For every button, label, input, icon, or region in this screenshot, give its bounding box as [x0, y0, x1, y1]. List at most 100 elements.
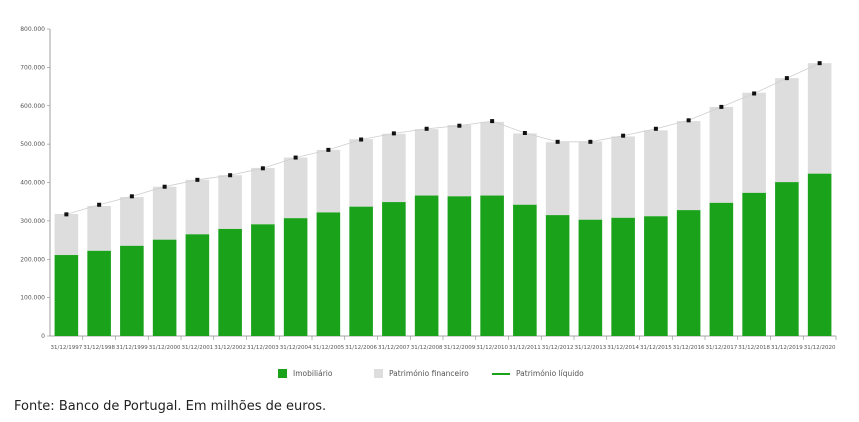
bar-patrimonio-financeiro — [185, 179, 210, 235]
x-tick-label: 31/12/2000 — [149, 345, 181, 351]
point-patrimonio-liquido — [129, 194, 134, 199]
x-tick-label: 31/12/2018 — [738, 345, 770, 351]
x-tick-label: 31/12/1998 — [83, 345, 115, 351]
bar-imobiliario — [87, 250, 111, 336]
point-patrimonio-liquido — [391, 131, 396, 136]
bar-patrimonio-financeiro — [283, 157, 308, 219]
x-tick-label: 31/12/2011 — [509, 345, 541, 351]
bar-patrimonio-financeiro — [644, 130, 668, 217]
point-patrimonio-liquido — [457, 123, 462, 128]
bar-imobiliario — [513, 204, 537, 336]
point-patrimonio-liquido — [817, 61, 822, 66]
point-patrimonio-liquido — [784, 76, 789, 81]
point-patrimonio-liquido — [293, 155, 298, 160]
x-tick-label: 31/12/2002 — [214, 345, 246, 351]
y-tick-label: 600.000 — [20, 103, 45, 110]
bar-patrimonio-financeiro — [349, 139, 373, 207]
bar-patrimonio-financeiro — [480, 121, 504, 196]
x-tick-label: 31/12/2005 — [313, 345, 345, 351]
x-tick-label: 31/12/2016 — [673, 345, 705, 351]
x-tick-label: 31/12/2013 — [575, 345, 607, 351]
bar-imobiliario — [480, 195, 504, 336]
bar-imobiliario — [545, 215, 570, 336]
point-patrimonio-liquido — [653, 126, 658, 131]
legend-item-liquido: Património líquido — [492, 369, 584, 378]
bar-patrimonio-financeiro — [807, 63, 832, 174]
point-patrimonio-liquido — [686, 118, 691, 123]
bar-patrimonio-financeiro — [513, 133, 537, 205]
point-patrimonio-liquido — [621, 133, 626, 138]
point-patrimonio-liquido — [424, 126, 429, 131]
bar-imobiliario — [218, 228, 242, 336]
bar-patrimonio-financeiro — [545, 142, 570, 216]
point-patrimonio-liquido — [522, 130, 527, 135]
y-tick-label: 500.000 — [20, 141, 45, 148]
bar-patrimonio-financeiro — [316, 149, 341, 213]
point-patrimonio-liquido — [588, 139, 593, 144]
x-tick-label: 31/12/2001 — [182, 345, 214, 351]
bar-patrimonio-financeiro — [54, 213, 79, 256]
point-patrimonio-liquido — [719, 104, 724, 109]
legend-item-financeiro: Património financeiro — [374, 369, 469, 378]
x-tick-label: 31/12/2004 — [280, 345, 312, 351]
point-patrimonio-liquido — [228, 173, 233, 178]
bar-patrimonio-financeiro — [578, 141, 603, 220]
bar-imobiliario — [283, 218, 308, 336]
x-tick-label: 31/12/2009 — [444, 345, 476, 351]
y-tick-label: 700.000 — [20, 64, 45, 71]
bar-patrimonio-financeiro — [218, 175, 242, 229]
chart-svg: 0 100.000 200.000 300.000 400.000 500.000 600.… — [20, 26, 837, 351]
bar-patrimonio-financeiro — [676, 121, 701, 211]
y-tick-label: 0 — [41, 333, 45, 340]
legend-swatch-financeiro — [374, 369, 383, 378]
y-tick-label: 400.000 — [20, 180, 45, 187]
x-tick-label: 31/12/2006 — [345, 345, 377, 351]
y-tick-label: 200.000 — [20, 256, 45, 263]
bar-patrimonio-financeiro — [120, 197, 144, 246]
legend-label-imobiliario: Imobiliário — [293, 369, 333, 378]
bar-imobiliario — [120, 245, 144, 336]
point-patrimonio-liquido — [195, 177, 200, 182]
x-tick-label: 31/12/2019 — [771, 345, 803, 351]
bar-imobiliario — [644, 216, 668, 336]
bar-patrimonio-financeiro — [775, 78, 799, 183]
y-tick-label: 800.000 — [20, 26, 45, 33]
legend-label-financeiro: Património financeiro — [389, 369, 469, 378]
bar-patrimonio-financeiro — [152, 186, 177, 240]
source-note: Fonte: Banco de Portugal. Em milhões de … — [14, 399, 327, 414]
x-tick-label: 31/12/1997 — [51, 345, 83, 351]
bar-imobiliario — [676, 210, 701, 336]
bar-imobiliario — [611, 217, 635, 336]
x-tick-label: 31/12/2020 — [804, 345, 836, 351]
point-patrimonio-liquido — [260, 166, 265, 171]
bar-imobiliario — [742, 192, 766, 336]
x-tick-label: 31/12/2012 — [542, 345, 574, 351]
bar-imobiliario — [54, 255, 79, 336]
point-patrimonio-liquido — [752, 91, 757, 96]
bar-imobiliario — [349, 206, 373, 336]
bar-patrimonio-financeiro — [447, 124, 472, 197]
legend-swatch-liquido — [492, 372, 510, 375]
bar-imobiliario — [382, 202, 406, 336]
x-tick-label: 31/12/1999 — [116, 345, 148, 351]
bar-patrimonio-financeiro — [87, 205, 111, 251]
bar-imobiliario — [414, 195, 439, 336]
bar-imobiliario — [251, 224, 275, 336]
bar-patrimonio-financeiro — [414, 129, 439, 196]
point-patrimonio-liquido — [359, 137, 364, 142]
bar-imobiliario — [185, 234, 210, 336]
line-patrimonio-liquido — [66, 62, 820, 215]
bar-imobiliario — [316, 212, 341, 336]
chart: 0 100.000 200.000 300.000 400.000 500.000 600.… — [20, 26, 837, 351]
x-tick-label: 31/12/2014 — [607, 345, 639, 351]
x-tick-label: 31/12/2017 — [706, 345, 738, 351]
bar-imobiliario — [152, 239, 177, 336]
legend-item-imobiliario: Imobiliário — [278, 369, 332, 378]
bar-patrimonio-financeiro — [742, 92, 766, 193]
legend: Imobiliário Património financeiro Patrim… — [0, 369, 859, 383]
bar-imobiliario — [447, 196, 472, 336]
bar-imobiliario — [775, 182, 799, 336]
bar-patrimonio-financeiro — [251, 167, 275, 225]
legend-swatch-imobiliario — [278, 369, 287, 378]
point-patrimonio-liquido — [162, 184, 167, 189]
